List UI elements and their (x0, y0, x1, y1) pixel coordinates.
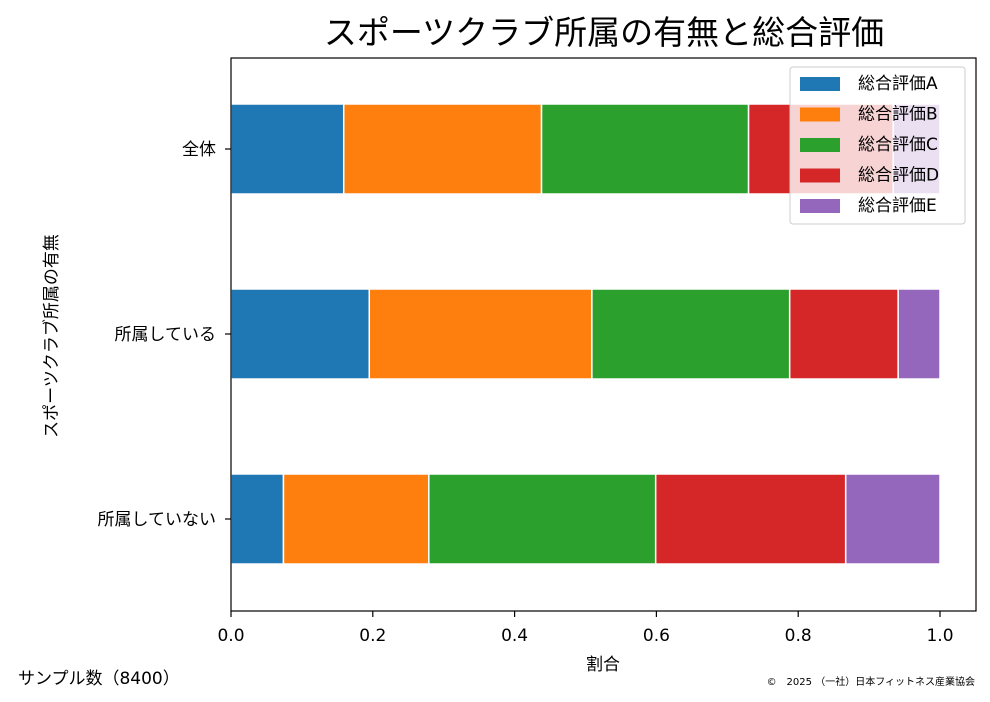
bar-segment-2-1 (230, 288, 371, 380)
y-tick-label: 所属していない (98, 510, 217, 530)
x-tick-label: 0.6 (643, 626, 670, 646)
legend: 総合評価A 総合評価B 総合評価C 総合評価D 総合評価E (789, 66, 966, 225)
bar-segment-1-2 (342, 103, 543, 195)
bar-segment-2-5 (897, 288, 941, 380)
bar-segment-2-4 (788, 288, 899, 380)
legend-label: 総合評価C (858, 135, 938, 155)
x-axis-label: 割合 (586, 655, 620, 675)
legend-box (789, 66, 966, 225)
bar-segment-2-2 (368, 288, 593, 380)
legend-swatch (800, 199, 840, 213)
legend-label: 総合評価E (858, 196, 937, 216)
legend-swatch (800, 138, 840, 152)
legend-label: 総合評価D (858, 166, 939, 186)
sample-size-note: サンプル数（8400） (18, 669, 180, 689)
bar-segment-3-2 (282, 473, 430, 565)
legend-label: 総合評価B (858, 105, 938, 125)
bars-group (230, 103, 941, 565)
bar-segment-3-1 (230, 473, 285, 565)
x-tick-label: 1.0 (926, 626, 953, 646)
x-tick-label: 0.4 (501, 626, 528, 646)
x-axis: 0.0 0.2 0.4 0.6 0.8 1.0 (217, 611, 954, 646)
legend-swatch (800, 168, 840, 183)
chart-title: スポーツクラブ所属の有無と総合評価 (324, 13, 884, 52)
bar-segment-3-4 (654, 473, 847, 565)
x-tick-label: 0.0 (217, 626, 244, 646)
legend-swatch (800, 107, 840, 122)
legend-swatch (800, 77, 840, 91)
y-tick-label: 所属している (115, 325, 217, 345)
x-tick-label: 0.8 (785, 626, 812, 646)
x-tick-label: 0.2 (359, 626, 386, 646)
copyright-notice: © 2025 （一社）日本フィットネス産業協会 (766, 677, 975, 688)
legend-label: 総合評価A (858, 74, 938, 94)
y-axis-label: スポーツクラブ所属の有無 (41, 234, 62, 438)
bar-segment-3-5 (844, 473, 941, 565)
bar-segment-2-3 (591, 288, 791, 380)
y-tick-label: 全体 (182, 140, 216, 160)
bar-segment-1-3 (540, 103, 750, 195)
bar-segment-1-1 (230, 103, 345, 195)
bar-segment-3-3 (428, 473, 657, 565)
